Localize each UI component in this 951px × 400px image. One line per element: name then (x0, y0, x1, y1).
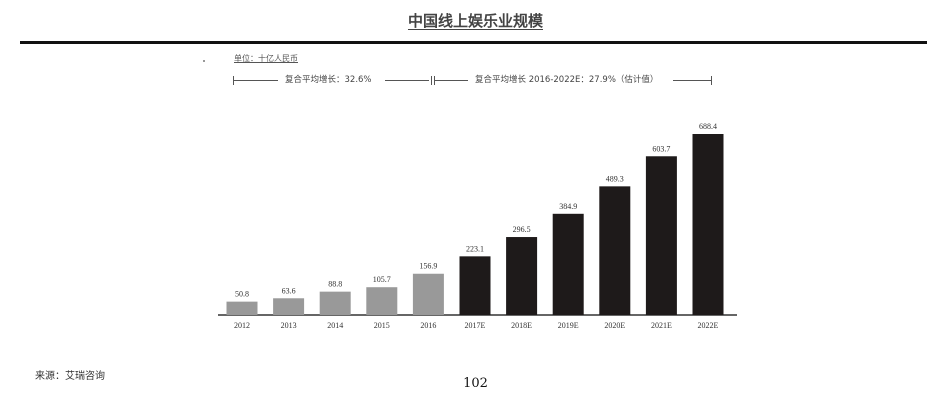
value-label: 688.4 (699, 122, 717, 131)
category-label: 2021E (651, 321, 672, 330)
category-label: 2019E (558, 321, 579, 330)
value-label: 88.8 (328, 280, 342, 289)
bracket-line (673, 80, 711, 81)
value-label: 489.3 (606, 174, 624, 183)
unit-label: 单位：十亿人民币 (234, 54, 298, 63)
title-rule (20, 41, 927, 44)
page-title: 中国线上娱乐业规模 (407, 12, 543, 30)
value-label: 50.8 (235, 290, 249, 299)
source-label: 来源：艾瑞咨询 (35, 371, 105, 382)
value-label: 384.9 (559, 202, 577, 211)
value-label: 63.6 (282, 286, 296, 295)
value-label: 223.1 (466, 244, 484, 253)
bar-2013 (273, 298, 305, 315)
category-label: 2018E (511, 321, 532, 330)
category-label: 2016 (420, 321, 436, 330)
decorative-dot (203, 60, 205, 62)
bracket-line (233, 80, 278, 81)
bar-2019E (552, 213, 584, 315)
cagr-bracket-row: 复合平均增长：32.6% 复合平均增长 2016-2022E：27.9%（估计值… (233, 73, 713, 87)
bracket-line (385, 80, 429, 81)
bar-2016 (412, 273, 444, 315)
category-label: 2012 (234, 321, 250, 330)
value-label: 105.7 (373, 275, 391, 284)
bracket-line (434, 80, 468, 81)
bar-2022E (692, 134, 724, 315)
bracket-tick (711, 76, 712, 85)
bar-2014 (319, 291, 351, 315)
value-label: 156.9 (419, 262, 437, 271)
category-label: 2020E (604, 321, 625, 330)
bar-2020E (599, 186, 631, 315)
value-label: 603.7 (652, 144, 670, 153)
bar-2015 (366, 287, 398, 315)
bar-2012 (226, 301, 258, 315)
category-label: 2013 (281, 321, 297, 330)
page-number: 102 (463, 376, 488, 391)
bar-2018E (506, 237, 538, 315)
bar-2021E (645, 156, 677, 315)
value-label: 296.5 (513, 225, 531, 234)
category-label: 2014 (327, 321, 343, 330)
bar-2017E (459, 256, 491, 315)
category-label: 2017E (465, 321, 486, 330)
cagr-label-forecast: 复合平均增长 2016-2022E：27.9%（估计值） (475, 75, 659, 85)
cagr-label-total: 复合平均增长：32.6% (285, 75, 372, 85)
category-label: 2015 (374, 321, 390, 330)
bracket-tick (431, 76, 432, 85)
category-label: 2022E (698, 321, 719, 330)
